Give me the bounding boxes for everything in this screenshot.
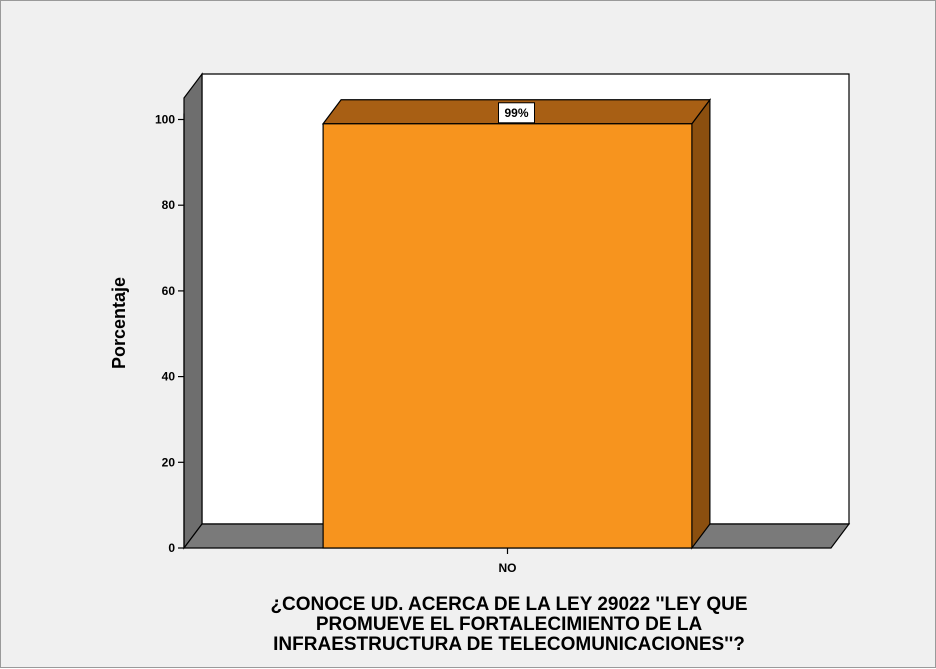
y-tick-label: 20	[162, 455, 176, 469]
y-axis-label: Porcentaje	[109, 277, 129, 369]
x-axis-label: ¿CONOCE UD. ACERCA DE LA LEY 29022 ''LEY…	[270, 594, 748, 655]
left-wall	[183, 72, 203, 550]
y-tick-label: 80	[162, 198, 176, 212]
y-tick-label: 40	[162, 370, 176, 384]
x-axis: NO	[499, 548, 517, 575]
bar-side	[691, 97, 711, 550]
data-label-box	[498, 102, 535, 124]
y-axis: 0 20 40 60 80 100	[155, 113, 185, 555]
bar	[322, 123, 693, 549]
bars: 99%	[321, 97, 712, 550]
data-label: 99%	[504, 106, 528, 120]
y-tick-label: 60	[162, 284, 176, 298]
y-tick-label: 0	[168, 541, 175, 555]
y-tick-label: 100	[155, 113, 175, 127]
x-tick-label: NO	[499, 561, 517, 575]
